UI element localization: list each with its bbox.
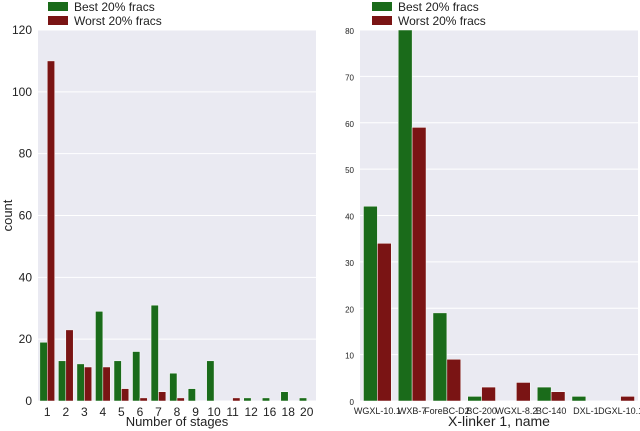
y-tick-label: 60 [19, 209, 33, 223]
x-tick-label: 2 [62, 405, 69, 419]
bar-best [243, 397, 252, 402]
x-tick-label: ForeBC-D2 [424, 406, 470, 416]
bar-best [206, 360, 215, 402]
bar-best [432, 312, 448, 402]
x-tick-label: 7 [155, 405, 162, 419]
bar-worst [377, 243, 392, 402]
y-tick-label: 80 [19, 147, 33, 161]
bar-worst [65, 329, 74, 402]
y-tick-label: 20 [345, 305, 354, 314]
bar-worst [620, 396, 635, 402]
bar-best [187, 388, 196, 402]
y-tick-label: 100 [12, 85, 32, 99]
bar-best [150, 304, 159, 402]
bar-best [467, 396, 482, 402]
legend-swatch-worst [48, 16, 68, 25]
bar-worst [102, 366, 111, 402]
bar-worst [176, 397, 185, 402]
y-tick-label: 120 [12, 23, 32, 37]
y-tick-label: 20 [19, 332, 33, 346]
x-tick-label: 12 [244, 405, 258, 419]
bar-best [363, 205, 378, 402]
bar-worst [516, 382, 531, 402]
bar-best [39, 342, 48, 402]
y-tick-label: 0 [350, 398, 355, 407]
x-tick-label: 4 [100, 405, 107, 419]
legend-label: Best 20% fracs [398, 0, 479, 14]
bar-worst [84, 366, 92, 402]
bar-best [132, 351, 141, 402]
x-tick-label: 8 [174, 405, 181, 419]
bar-worst [139, 397, 148, 402]
bar-worst [232, 397, 241, 402]
bar-best [299, 397, 307, 402]
chart-panel-2: 0 10 20 30 40 50 60 70 80 WGXL-10.1WXB-7ForeBC-D2… [345, 0, 640, 429]
x-tick-label: 11 [226, 405, 239, 419]
y-tick-label: 80 [345, 27, 354, 36]
x-tick-label: BC-200 [466, 406, 497, 416]
y-axis-label: count [0, 199, 15, 231]
x-tick-label: DGXL-10.1 [598, 406, 640, 416]
x-tick-label: 10 [207, 405, 221, 419]
bar-best [169, 372, 178, 402]
y-tick-label: 10 [345, 352, 354, 361]
x-tick-label: 6 [137, 405, 144, 419]
x-tick-label: BC-140 [536, 406, 567, 416]
x-axis-label: X-linker 1, name [448, 413, 550, 429]
x-tick-label: WGXL-10.1 [354, 406, 401, 416]
legend-swatch-worst [372, 16, 392, 25]
y-tick-label: 50 [345, 166, 354, 175]
y-tick-label: 60 [345, 120, 354, 129]
legend-label: Worst 20% fracs [398, 14, 486, 28]
bar-best [262, 397, 270, 402]
bar-best [95, 311, 104, 402]
x-tick-label: DXL-1 [573, 406, 599, 416]
bar-worst [481, 386, 496, 402]
bar-worst [158, 391, 167, 402]
x-tick-label: WXB-7 [398, 406, 427, 416]
x-tick-label: 18 [282, 405, 296, 419]
legend-swatch-best [372, 2, 392, 11]
y-tick-label: 40 [19, 270, 33, 284]
y-tick-label: 30 [345, 259, 354, 268]
x-tick-label: 9 [192, 405, 199, 419]
bar-worst [411, 127, 427, 402]
bar-worst [550, 391, 566, 402]
legend-label: Worst 20% fracs [74, 14, 162, 28]
bar-best [571, 396, 587, 402]
y-tick-label: 0 [25, 394, 32, 408]
bar-worst [47, 60, 55, 402]
bar-best [76, 363, 85, 402]
legend-label: Best 20% fracs [74, 0, 155, 14]
y-tick-label: 70 [345, 73, 354, 82]
bar-best [113, 360, 122, 402]
x-tick-label: 5 [118, 405, 125, 419]
x-axis-label: Number of stages [126, 414, 229, 429]
x-tick-label: 3 [81, 405, 88, 419]
x-tick-label: 1 [44, 405, 51, 419]
x-tick-label: 16 [263, 405, 277, 419]
x-tick-label: WGXL-8.2 [495, 406, 537, 416]
bar-best [536, 386, 552, 402]
x-tick-label: 20 [300, 405, 314, 419]
bar-best [280, 391, 289, 402]
y-tick-label: 40 [345, 213, 354, 222]
legend-swatch-best [48, 2, 68, 11]
bar-best [58, 360, 67, 402]
bar-worst [121, 388, 130, 402]
bar-worst [446, 359, 462, 402]
bar-best [397, 29, 413, 402]
